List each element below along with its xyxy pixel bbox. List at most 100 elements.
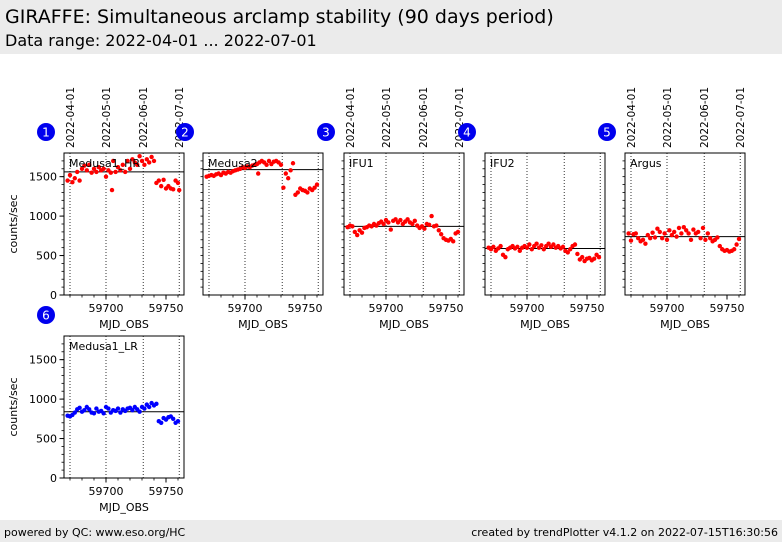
data-point <box>688 237 694 242</box>
date-tick-label: 2022-05-01 <box>381 87 393 148</box>
data-point <box>281 185 286 190</box>
data-point <box>660 236 665 241</box>
data-point <box>672 229 677 235</box>
data-point <box>109 187 115 193</box>
x-tick-label: 59750 <box>149 485 184 498</box>
data-point <box>118 410 123 415</box>
data-point <box>674 234 679 239</box>
panel-frame <box>484 152 606 296</box>
panel-label: IFU1 <box>349 157 374 170</box>
data-point <box>94 406 99 411</box>
data-point <box>278 162 284 168</box>
date-tick-label: 2022-07-01 <box>735 87 747 148</box>
data-point <box>572 242 578 247</box>
data-point <box>703 237 708 242</box>
x-axis-label: MJD_OBS <box>238 318 288 331</box>
data-point <box>283 171 288 176</box>
date-tick-label: 2022-05-01 <box>662 87 674 148</box>
data-point <box>529 247 534 252</box>
data-point <box>147 404 152 410</box>
footer-timestamp: created by trendPlotter v4.1.2 on 2022-0… <box>471 526 778 539</box>
data-point <box>640 237 646 242</box>
data-point <box>175 180 181 186</box>
date-tick-label: 2022-05-01 <box>101 87 113 148</box>
panel-badge-circle <box>37 123 55 141</box>
data-point <box>101 166 106 171</box>
data-point <box>77 405 82 410</box>
data-point <box>427 222 432 227</box>
data-point <box>135 162 140 168</box>
y-axis-label: counts/sec <box>7 377 20 436</box>
data-point <box>159 183 164 189</box>
data-point <box>596 254 602 260</box>
data-point <box>645 232 650 238</box>
data-point <box>177 187 182 193</box>
panel-badge-circle <box>176 123 194 141</box>
data-point <box>657 229 662 235</box>
data-point <box>539 243 544 248</box>
data-point <box>89 170 94 175</box>
data-point <box>568 247 573 252</box>
data-point <box>82 407 87 413</box>
data-point <box>648 236 653 241</box>
panel-badge-number: 6 <box>42 309 50 323</box>
data-point <box>434 223 439 228</box>
panel-label: Argus <box>630 157 662 170</box>
y-tick-label: 1000 <box>29 210 57 223</box>
x-tick-label: 59750 <box>710 302 745 315</box>
data-point <box>125 158 130 164</box>
data-point <box>560 244 566 250</box>
data-point <box>151 158 157 164</box>
data-point <box>422 226 427 231</box>
panel-badge-number: 1 <box>42 126 50 140</box>
data-point <box>429 213 434 219</box>
data-point <box>662 231 667 236</box>
data-point <box>436 228 441 233</box>
data-point <box>77 178 82 183</box>
x-tick-label: 59700 <box>369 302 404 315</box>
data-point <box>256 171 261 176</box>
data-point <box>650 230 655 235</box>
data-point <box>65 178 70 183</box>
data-point <box>142 162 147 168</box>
data-point <box>524 245 530 250</box>
data-point <box>643 241 648 246</box>
data-point <box>736 236 742 242</box>
data-point <box>82 163 87 168</box>
x-tick-label: 59750 <box>570 302 605 315</box>
data-point <box>171 416 176 422</box>
data-point <box>355 232 360 238</box>
data-point <box>439 232 444 237</box>
panel-badge-circle <box>458 123 476 141</box>
x-tick-label: 59700 <box>228 302 263 315</box>
data-point <box>171 187 176 192</box>
data-point <box>142 406 147 411</box>
data-point <box>305 190 310 195</box>
data-point <box>84 168 90 173</box>
x-axis-label: MJD_OBS <box>99 501 149 514</box>
panel-badge-number: 4 <box>463 126 471 140</box>
data-point <box>156 178 161 183</box>
data-point <box>517 248 522 254</box>
data-point <box>667 228 672 233</box>
panel-frame <box>202 152 324 296</box>
data-point <box>388 227 393 232</box>
data-point <box>101 411 106 416</box>
data-point <box>705 231 710 236</box>
data-point <box>681 224 686 230</box>
data-point <box>546 241 551 246</box>
data-point <box>655 226 660 231</box>
data-point <box>120 162 126 168</box>
date-tick-label: 2022-04-01 <box>345 87 357 148</box>
data-point <box>696 229 701 235</box>
data-point <box>676 225 682 231</box>
date-tick-label: 2022-06-01 <box>418 87 430 148</box>
data-point <box>541 247 546 252</box>
panel-badge-number: 2 <box>181 126 189 140</box>
data-point <box>386 220 391 225</box>
data-point <box>700 225 706 231</box>
data-point <box>359 230 365 235</box>
data-point <box>130 157 135 162</box>
data-point <box>314 182 320 187</box>
data-point <box>115 165 121 170</box>
